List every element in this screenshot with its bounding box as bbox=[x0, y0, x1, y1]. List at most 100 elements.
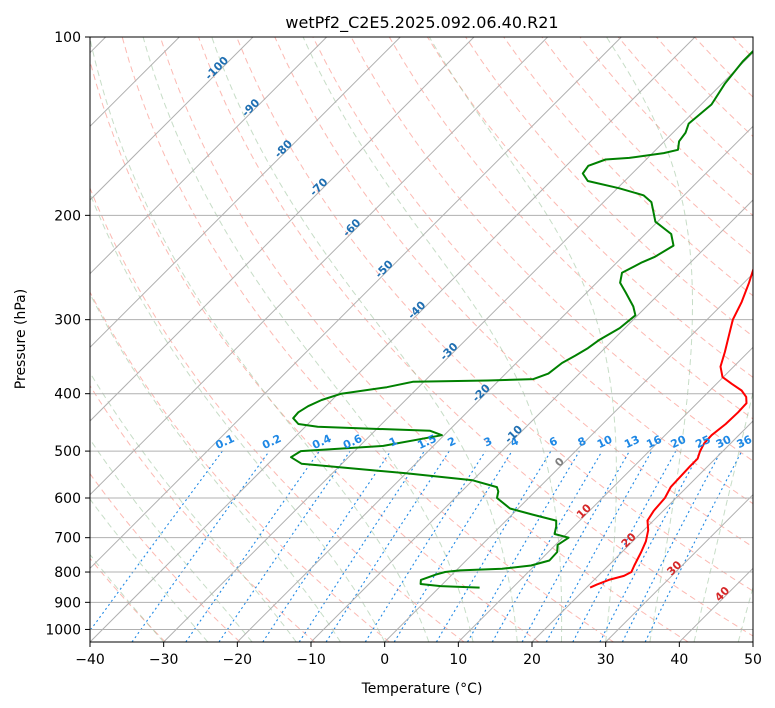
dry-adiabat-line bbox=[90, 472, 241, 642]
mixing-ratio-label: 1 bbox=[387, 434, 399, 449]
y-tick-label: 400 bbox=[54, 387, 81, 403]
dry-adiabat-line bbox=[465, 37, 753, 338]
x-tick-label: −30 bbox=[149, 652, 179, 668]
y-tick-label: 100 bbox=[54, 30, 81, 46]
mixing-ratio-line bbox=[325, 450, 450, 642]
moist-adiabat-line bbox=[90, 553, 165, 642]
dewpoint-line bbox=[290, 49, 753, 589]
moist-adiabat-line bbox=[737, 585, 753, 642]
dry-adiabat-label: -20 bbox=[470, 381, 493, 404]
y-tick-label: 500 bbox=[54, 444, 81, 460]
mixing-ratio-line bbox=[491, 450, 603, 642]
isotherm-line bbox=[605, 493, 753, 642]
isotherm-line bbox=[90, 37, 254, 201]
mixing-ratio-line bbox=[435, 450, 552, 642]
dry-adiabat-lines bbox=[90, 37, 753, 642]
plot-frame bbox=[89, 36, 754, 643]
mixing-ratio-line bbox=[572, 450, 677, 642]
dry-adiabat-line bbox=[90, 59, 540, 642]
dry-adiabat-label: -10 bbox=[502, 422, 525, 445]
dry-adiabat-line bbox=[426, 37, 753, 378]
moist-adiabat-line bbox=[90, 498, 209, 642]
y-axis-label: Pressure (hPa) bbox=[13, 289, 29, 389]
moist-adiabat-line bbox=[90, 37, 430, 642]
mixing-ratio-line bbox=[621, 450, 722, 642]
x-tick-label: −40 bbox=[75, 652, 105, 668]
moist-adiabat-label: 20 bbox=[619, 530, 639, 550]
line-labels: 0.1 0.2 0.4 0.6 1 1.5 2 3 4 6 8 10 13 16 20 25 30 36-100-… bbox=[202, 54, 753, 604]
mixing-ratio-line bbox=[644, 450, 743, 642]
x-tick-label: 10 bbox=[449, 652, 467, 668]
y-tick-label: 200 bbox=[54, 208, 81, 224]
y-axis: 1000 900 800 700 600 500 400 300 200 100 bbox=[45, 30, 90, 638]
mixing-ratio-lines bbox=[90, 450, 743, 642]
mixing-ratio-label: 10 bbox=[595, 433, 615, 451]
moist-adiabat-line bbox=[428, 37, 617, 642]
isotherm-line bbox=[752, 641, 753, 642]
x-axis-label: Temperature (°C) bbox=[361, 681, 483, 697]
mixing-ratio-line bbox=[521, 450, 630, 642]
mixing-ratio-label: 0.1 bbox=[213, 432, 236, 452]
isotherm-line bbox=[163, 51, 753, 642]
moist-adiabat-line bbox=[90, 371, 297, 642]
isotherm-line bbox=[90, 37, 401, 349]
y-tick-label: 300 bbox=[54, 313, 81, 329]
dry-adiabat-line bbox=[236, 37, 753, 592]
dry-adiabat-label: -60 bbox=[340, 216, 363, 239]
x-tick-label: 0 bbox=[380, 652, 389, 668]
dry-adiabat-line bbox=[350, 37, 753, 462]
isotherm-line bbox=[236, 125, 753, 642]
sounding-series bbox=[290, 49, 753, 589]
y-tick-label: 600 bbox=[54, 491, 81, 507]
mixing-ratio-label: 25 bbox=[693, 433, 712, 451]
mixing-ratio-line bbox=[364, 450, 486, 642]
moist-adiabat-label: 30 bbox=[664, 558, 684, 578]
y-tick-label: 900 bbox=[54, 595, 81, 611]
x-tick-label: 50 bbox=[744, 652, 762, 668]
isotherm-line bbox=[90, 37, 549, 496]
moist-adiabat-label: 40 bbox=[712, 584, 732, 604]
mixing-ratio-line bbox=[90, 450, 223, 632]
dry-adiabat-line bbox=[694, 37, 753, 98]
mixing-ratio-label: 0.2 bbox=[260, 432, 283, 452]
moist-adiabat-line bbox=[90, 192, 386, 642]
moist-adiabat-line bbox=[142, 37, 474, 642]
mixing-ratio-line bbox=[599, 450, 701, 642]
moist-adiabat-line bbox=[211, 37, 518, 642]
dry-adiabat-line bbox=[732, 37, 753, 59]
dry-adiabat-label: -90 bbox=[239, 96, 262, 119]
isotherm-line bbox=[90, 37, 696, 642]
isotherm-line bbox=[90, 37, 328, 275]
moist-adiabat-lines bbox=[90, 37, 753, 642]
moist-adiabat-line bbox=[302, 37, 563, 642]
pressure-grid bbox=[90, 37, 753, 630]
dry-adiabat-line bbox=[90, 291, 390, 642]
dry-adiabat-line bbox=[90, 186, 465, 642]
dry-adiabat-line bbox=[274, 37, 753, 548]
mixing-ratio-line bbox=[218, 450, 351, 642]
x-tick-label: 40 bbox=[670, 652, 688, 668]
mixing-ratio-line bbox=[393, 450, 513, 642]
dry-adiabat-line bbox=[159, 37, 689, 642]
mixing-ratio-line bbox=[185, 450, 320, 642]
x-axis: −40 −30 −20 −10 0 10 20 30 40 50 bbox=[75, 642, 762, 668]
dry-adiabat-label: -50 bbox=[373, 257, 396, 280]
y-tick-label: 800 bbox=[54, 565, 81, 581]
moist-adiabat-line bbox=[90, 438, 253, 642]
x-tick-label: −20 bbox=[223, 652, 253, 668]
mixing-ratio-label: 16 bbox=[644, 433, 664, 451]
mixing-ratio-line bbox=[545, 450, 653, 642]
dry-adiabat-line bbox=[541, 37, 753, 257]
isotherm-line bbox=[90, 37, 475, 422]
y-tick-label: 700 bbox=[54, 531, 81, 547]
dry-adiabat-line bbox=[121, 37, 614, 642]
temperature-line bbox=[589, 267, 753, 589]
dry-adiabat-label: -40 bbox=[405, 298, 428, 321]
isotherm-line bbox=[457, 346, 753, 642]
mixing-ratio-line bbox=[298, 450, 425, 642]
mixing-ratio-label: 20 bbox=[669, 433, 689, 451]
chart-title: wetPf2_C2E5.2025.092.06.40.R21 bbox=[285, 13, 558, 33]
moist-adiabat-line bbox=[90, 293, 341, 642]
isotherm-line bbox=[90, 37, 622, 570]
